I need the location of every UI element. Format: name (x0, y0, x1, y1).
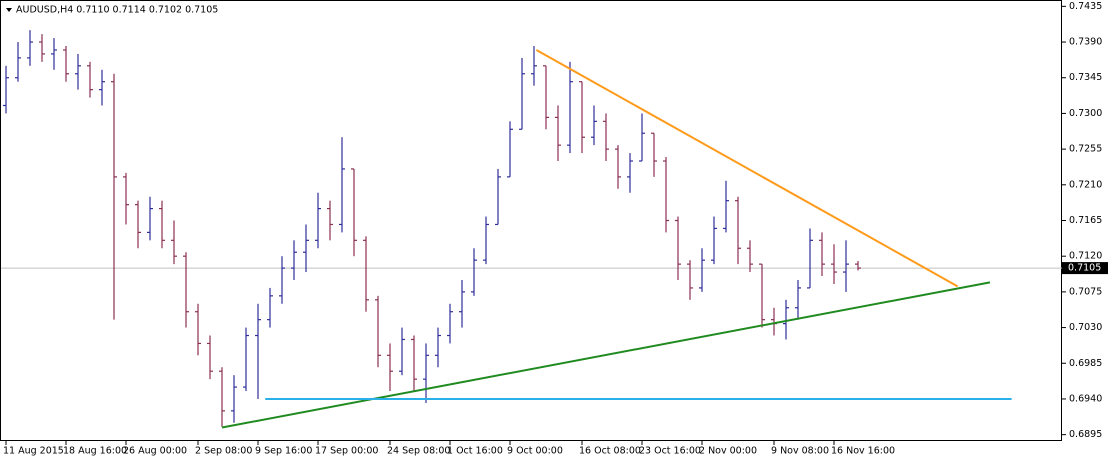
y-tick-label: 0.7165 (1069, 215, 1102, 226)
y-tick-label: 0.7210 (1069, 179, 1102, 190)
x-tick-label: 23 Oct 16:00 (639, 446, 701, 457)
x-tick-label: 26 Aug 00:00 (123, 446, 187, 457)
x-tick-label: 2 Nov 00:00 (699, 446, 757, 457)
y-tick-label: 0.6985 (1069, 358, 1102, 369)
x-tick-label: 2 Sep 08:00 (195, 446, 252, 457)
y-tick-label: 0.6895 (1069, 429, 1102, 440)
y-tick-label: 0.7120 (1069, 251, 1102, 262)
y-tick-label: 0.7075 (1069, 286, 1102, 297)
x-tick-label: 9 Sep 16:00 (255, 446, 312, 457)
menu-arrow[interactable] (6, 8, 12, 12)
x-tick-label: 16 Oct 08:00 (579, 446, 641, 457)
x-tick-label: 24 Sep 08:00 (387, 446, 450, 457)
y-tick-label: 0.7300 (1069, 108, 1102, 119)
x-tick-label: 9 Oct 00:00 (507, 446, 563, 457)
x-tick-label: 16 Nov 16:00 (831, 446, 895, 457)
y-tick-label: 0.6940 (1069, 393, 1102, 404)
chart-title: AUDUSD,H4 0.7110 0.7114 0.7102 0.7105 (16, 5, 218, 16)
trendline (221, 281, 991, 429)
y-tick-label: 0.7345 (1069, 72, 1102, 83)
plot-frame (0, 0, 1062, 441)
y-tick-label: 0.7030 (1069, 322, 1102, 333)
trendline (535, 49, 959, 288)
x-tick-label: 11 Aug 2015 (3, 446, 64, 457)
x-tick-label: 9 Nov 08:00 (771, 446, 829, 457)
y-tick-label: 0.7255 (1069, 144, 1102, 155)
x-tick-label: 18 Aug 16:00 (63, 446, 127, 457)
current-price-label: 0.7105 (1068, 263, 1101, 274)
y-tick-label: 0.7390 (1069, 37, 1102, 48)
current-price-box (1062, 262, 1108, 275)
y-tick-label: 0.7435 (1069, 1, 1102, 12)
x-tick-label: 1 Oct 16:00 (447, 446, 503, 457)
x-tick-label: 17 Sep 00:00 (315, 446, 378, 457)
